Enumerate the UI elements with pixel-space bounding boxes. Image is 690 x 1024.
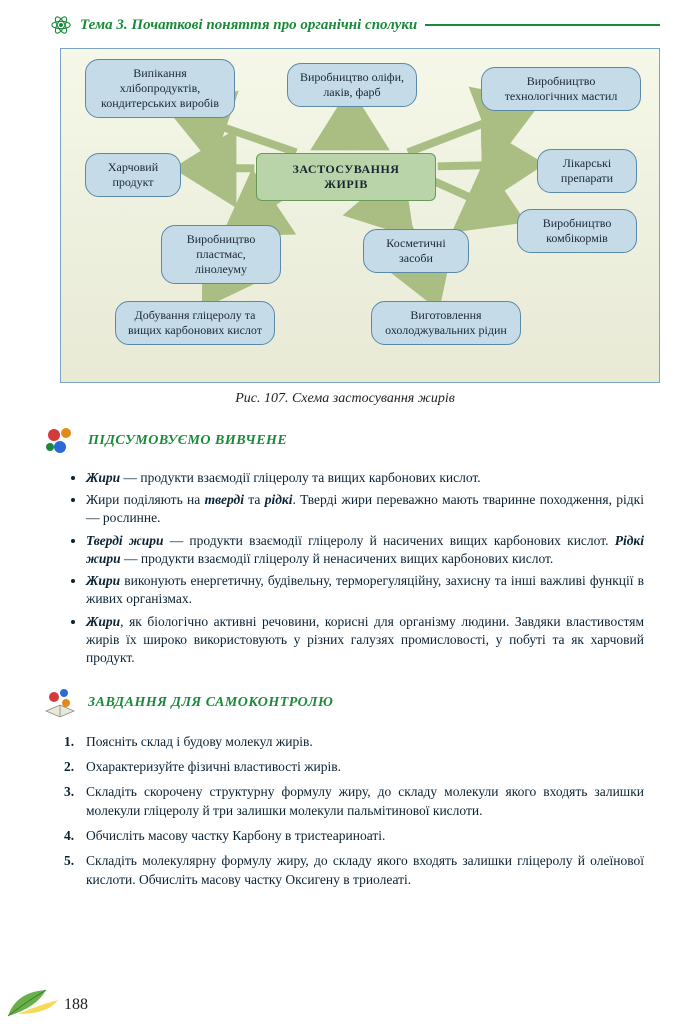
molecule-icon <box>42 423 78 459</box>
leaf-icon <box>6 986 62 1018</box>
tasks-list: Поясніть склад і будову молекул жирів. Ох… <box>68 733 644 889</box>
diagram-caption: Рис. 107. Схема застосування жирів <box>0 391 690 407</box>
diagram-node: Виробництво пластмас, лінолеуму <box>161 225 281 284</box>
diagram-node: Косметичні засоби <box>363 229 469 273</box>
tasks-heading: ЗАВДАННЯ ДЛЯ САМОКОНТРОЛЮ <box>42 685 690 721</box>
summary-heading: ПІДСУМОВУЄМО ВИВЧЕНЕ <box>42 423 690 459</box>
diagram-center-node: ЗАСТОСУВАННЯ ЖИРІВ <box>256 153 436 201</box>
diagram-node: Виготовлення охолоджувальних рідин <box>371 301 521 345</box>
diagram-node: Виробництво технологічних мастил <box>481 67 641 111</box>
summary-item: Жири поділяють на тверді та рідкі. Тверд… <box>86 491 644 527</box>
caption-prefix: Рис. 107. <box>235 391 292 406</box>
diagram-node: Добування гліцеролу та вищих карбонових … <box>115 301 275 345</box>
task-item: Охарактеризуйте фізичні властивості жирі… <box>68 758 644 777</box>
header-rule <box>425 24 660 26</box>
task-item: Поясніть склад і будову молекул жирів. <box>68 733 644 752</box>
atom-icon <box>50 14 72 36</box>
diagram-node: Лікарські препарати <box>537 149 637 193</box>
summary-item: Жири, як біологічно активні речовини, ко… <box>86 613 644 668</box>
task-item: Обчисліть масову частку Карбону в тристе… <box>68 827 644 846</box>
diagram-node: Харчовий продукт <box>85 153 181 197</box>
summary-item: Жири — продукти взаємодії гліцеролу та в… <box>86 469 644 487</box>
chapter-title: Тема 3. Початкові поняття про органічні … <box>80 17 417 34</box>
summary-list: Жири — продукти взаємодії гліцеролу та в… <box>68 469 644 667</box>
book-molecule-icon <box>42 685 78 721</box>
summary-title: ПІДСУМОВУЄМО ВИВЧЕНЕ <box>88 433 287 449</box>
summary-item: Тверді жири — продукти взаємодії гліцеро… <box>86 532 644 568</box>
page-number: 188 <box>64 996 88 1014</box>
diagram-node: Виробництво комбікормів <box>517 209 637 253</box>
diagram-container: ЗАСТОСУВАННЯ ЖИРІВ Випікання хлібопродук… <box>60 48 660 383</box>
chapter-header: Тема 3. Початкові поняття про органічні … <box>0 0 690 42</box>
diagram-node: Випікання хлібопродуктів, кондитерських … <box>85 59 235 118</box>
tasks-title: ЗАВДАННЯ ДЛЯ САМОКОНТРОЛЮ <box>88 695 333 711</box>
center-label: ЗАСТОСУВАННЯ ЖИРІВ <box>293 162 400 191</box>
task-item: Складіть скорочену структурну формулу жи… <box>68 783 644 821</box>
summary-item: Жири виконують енергетичну, будівельну, … <box>86 572 644 608</box>
diagram-node: Виробництво оліфи, лаків, фарб <box>287 63 417 107</box>
task-item: Складіть молекулярну формулу жиру, до ск… <box>68 852 644 890</box>
caption-text: Схема застосування жирів <box>292 391 455 406</box>
